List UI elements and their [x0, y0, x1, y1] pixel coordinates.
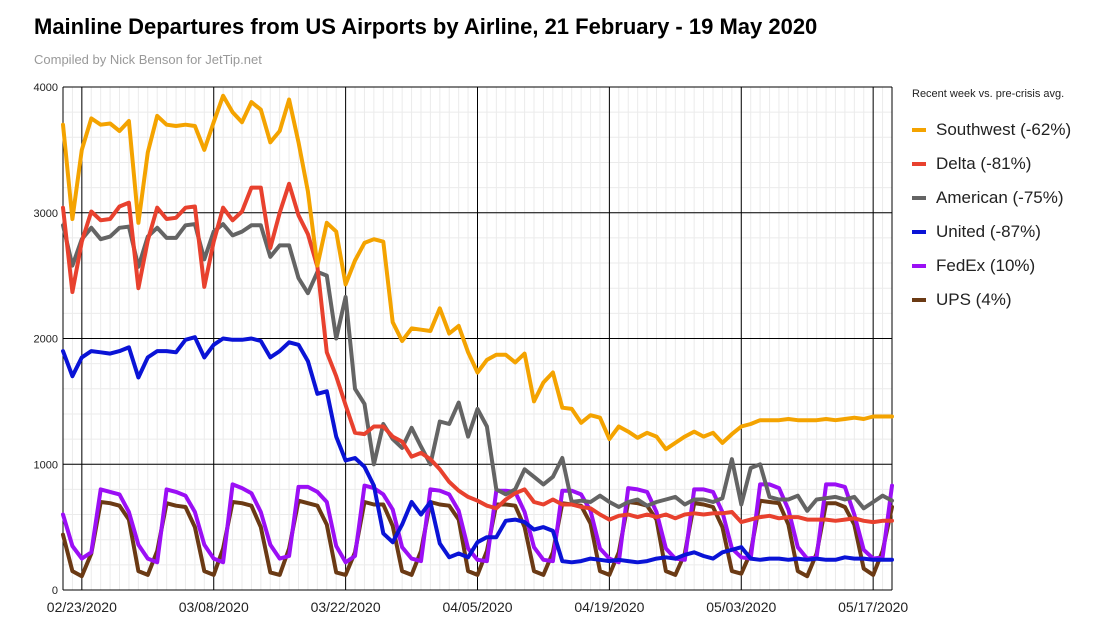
- legend-swatch: [912, 298, 926, 302]
- legend-items: Southwest (-62%) Delta (-81%) American (-7…: [912, 113, 1071, 317]
- legend-item-delta: Delta (-81%): [912, 147, 1071, 181]
- x-tick-label: 04/05/2020: [442, 599, 512, 615]
- y-tick-label: 3000: [34, 208, 58, 220]
- y-tick-label: 1000: [34, 459, 58, 471]
- series-line-southwest: [61, 93, 894, 452]
- legend-item-american: American (-75%): [912, 181, 1071, 215]
- series-line-delta: [61, 181, 894, 525]
- y-tick-label: 2000: [34, 334, 58, 346]
- x-tick-label: 03/22/2020: [311, 599, 381, 615]
- legend: Recent week vs. pre-crisis avg. Southwes…: [912, 88, 1071, 317]
- legend-swatch: [912, 162, 926, 166]
- legend-item-fedex: FedEx (10%): [912, 249, 1071, 283]
- legend-swatch: [912, 230, 926, 234]
- x-tick-label: 02/23/2020: [47, 599, 117, 615]
- y-axis-ticks: 0 1000 2000 3000 4000: [34, 82, 58, 597]
- x-tick-label: 05/03/2020: [706, 599, 776, 615]
- series-line-united: [61, 335, 894, 565]
- x-tick-label: 03/08/2020: [179, 599, 249, 615]
- legend-label: FedEx (10%): [936, 256, 1036, 275]
- legend-label: UPS (4%): [936, 290, 1012, 309]
- legend-label: American (-75%): [936, 188, 1064, 207]
- legend-title: Recent week vs. pre-crisis avg.: [912, 88, 1065, 100]
- legend-item-ups: UPS (4%): [912, 283, 1071, 317]
- legend-swatch: [912, 196, 926, 200]
- series-lines: [61, 93, 894, 579]
- chart-title: Mainline Departures from US Airports by …: [34, 14, 818, 39]
- legend-swatch: [912, 128, 926, 132]
- legend-label: Southwest (-62%): [936, 120, 1072, 139]
- legend-item-united: United (-87%): [912, 215, 1071, 249]
- legend-item-southwest: Southwest (-62%): [912, 113, 1071, 147]
- chart-subtitle: Compiled by Nick Benson for JetTip.net: [34, 52, 262, 67]
- legend-swatch: [912, 264, 926, 268]
- y-tick-label: 4000: [34, 82, 58, 94]
- legend-label: United (-87%): [936, 222, 1041, 241]
- x-tick-label: 04/19/2020: [574, 599, 644, 615]
- y-tick-label: 0: [52, 585, 58, 597]
- x-tick-label: 05/17/2020: [838, 599, 908, 615]
- legend-label: Delta (-81%): [936, 154, 1032, 173]
- series-line-fedex: [61, 482, 894, 565]
- x-axis-ticks: 02/23/2020 03/08/2020 03/22/2020 04/05/2020…: [47, 599, 909, 615]
